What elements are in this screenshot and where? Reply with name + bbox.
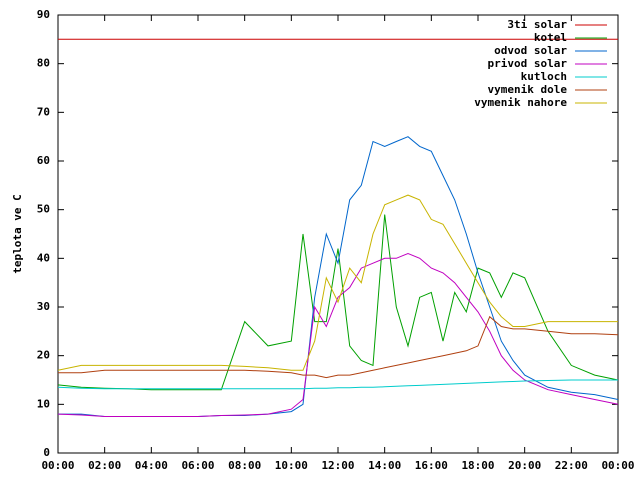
legend-label: vymenik nahore	[474, 96, 567, 109]
series-line	[57, 214, 619, 391]
y-tick-label: 10	[37, 397, 50, 410]
y-tick-label: 50	[37, 203, 50, 216]
x-tick-label: 08:00	[228, 459, 261, 472]
series-line	[57, 252, 619, 417]
y-tick-label: 40	[37, 251, 50, 264]
x-tick-label: 12:00	[321, 459, 354, 472]
y-tick-label: 70	[37, 105, 50, 118]
series-line	[57, 194, 618, 371]
legend-label: odvod solar	[494, 44, 567, 57]
x-tick-label: 14:00	[368, 459, 401, 472]
series-line	[58, 315, 619, 379]
y-tick-label: 80	[37, 57, 50, 70]
x-tick-label: 22:00	[555, 459, 588, 472]
x-tick-label: 06:00	[181, 459, 214, 472]
legend-label: kotel	[534, 31, 567, 44]
y-tick-label: 60	[37, 154, 50, 167]
y-tick-label: 30	[37, 300, 50, 313]
x-tick-label: 10:00	[275, 459, 308, 472]
legend-label: kutloch	[521, 70, 567, 83]
series-line	[58, 136, 619, 417]
x-tick-label: 02:00	[88, 459, 121, 472]
x-tick-label: 00:00	[41, 459, 74, 472]
x-tick-label: 18:00	[461, 459, 494, 472]
y-tick-label: 90	[37, 8, 50, 21]
y-tick-label: 20	[37, 349, 50, 362]
legend-label: 3ti solar	[507, 18, 567, 31]
legend-label: privod solar	[488, 57, 568, 70]
x-tick-label: 20:00	[508, 459, 541, 472]
legend-label: vymenik dole	[488, 83, 568, 96]
y-tick-label: 0	[43, 446, 50, 459]
x-tick-label: 00:00	[601, 459, 634, 472]
y-axis-label: teplota ve C	[11, 194, 24, 273]
series-line	[57, 379, 618, 390]
x-tick-label: 04:00	[135, 459, 168, 472]
x-tick-label: 16:00	[415, 459, 448, 472]
